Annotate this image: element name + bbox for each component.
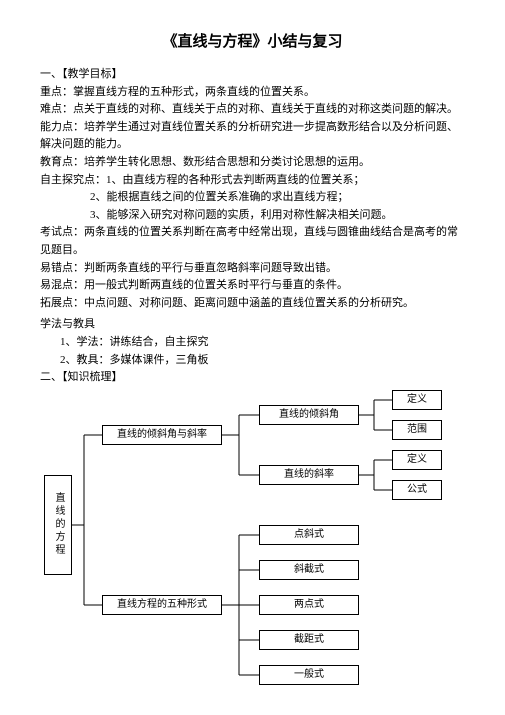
label: 易错点： <box>40 262 84 274</box>
knowledge-tree: 直线的方程 直线的倾斜角与斜率 直线方程的五种形式 直线的倾斜角 直线的斜率 定… <box>44 395 464 685</box>
node-branch1: 直线的倾斜角与斜率 <box>102 425 222 445</box>
section-2-head: 二、【知识梳理】 <box>40 369 465 387</box>
row-yh: 易混点：用一般式判断两直线的位置关系时平行与垂直的条件。 <box>40 277 465 295</box>
row-zz-3: 3、能够深入研究对称问题的实质，利用对称性解决相关问题。 <box>90 207 465 225</box>
node-root: 直线的方程 <box>44 475 72 575</box>
row-jy: 教育点：培养学生转化思想、数形结合思想和分类讨论思想的运用。 <box>40 154 465 172</box>
label: 难点： <box>40 103 73 115</box>
text: 判断两条直线的平行与垂直忽略斜率问题导致出错。 <box>84 262 337 274</box>
row-nd: 难点：点关于直线的对称、直线关于点的对称、直线关于直线的对称这类问题的解决。 <box>40 101 465 119</box>
row-yc: 易错点：判断两条直线的平行与垂直忽略斜率问题导致出错。 <box>40 260 465 278</box>
label: 考试点： <box>40 226 84 238</box>
text: 点关于直线的对称、直线关于点的对称、直线关于直线的对称这类问题的解决。 <box>73 103 458 115</box>
node-f4: 截距式 <box>259 630 359 650</box>
node-branch2: 直线方程的五种形式 <box>102 595 222 615</box>
xf-2: 2、教具：多媒体课件，三角板 <box>60 352 465 370</box>
leaf-gs: 公式 <box>392 480 442 500</box>
text: 用一般式判断两直线的位置关系时平行与垂直的条件。 <box>84 279 348 291</box>
leaf-fw: 范围 <box>392 420 442 440</box>
page-title: 《直线与方程》小结与复习 <box>40 30 465 54</box>
leaf-dy-2: 定义 <box>392 450 442 470</box>
row-nl: 能力点：培养学生通过对直线位置关系的分析研究进一步提高数形结合以及分析问题、解决… <box>40 119 465 154</box>
leaf-dy-1: 定义 <box>392 390 442 410</box>
node-f5: 一般式 <box>259 665 359 685</box>
label: 易混点： <box>40 279 84 291</box>
text: 中点问题、对称问题、距离问题中涵盖的直线位置关系的分析研究。 <box>84 297 414 309</box>
label: 重点： <box>40 86 73 98</box>
text: 掌握直线方程的五种形式，两条直线的位置关系。 <box>73 86 315 98</box>
node-f2: 斜截式 <box>259 560 359 580</box>
label: 能力点： <box>40 121 84 133</box>
row-ks: 考试点：两条直线的位置关系判断在高考中经常出现，直线与圆锥曲线结合是高考的常见题… <box>40 224 465 259</box>
text: 1、由直线方程的各种形式去判断两直线的位置关系； <box>106 174 365 186</box>
xf-head: 学法与教具 <box>40 316 465 334</box>
node-b1a: 直线的倾斜角 <box>259 405 359 425</box>
node-b1b: 直线的斜率 <box>259 465 359 485</box>
section-1-head: 一、【教学目标】 <box>40 66 465 84</box>
row-tz: 拓展点：中点问题、对称问题、距离问题中涵盖的直线位置关系的分析研究。 <box>40 295 465 313</box>
text: 两条直线的位置关系判断在高考中经常出现，直线与圆锥曲线结合是高考的常见题目。 <box>40 226 458 256</box>
node-f3: 两点式 <box>259 595 359 615</box>
label: 拓展点： <box>40 297 84 309</box>
text: 培养学生转化思想、数形结合思想和分类讨论思想的运用。 <box>84 156 370 168</box>
label: 自主探究点： <box>40 174 106 186</box>
node-f1: 点斜式 <box>259 525 359 545</box>
xf-1: 1、学法：讲练结合，自主探究 <box>60 334 465 352</box>
text: 培养学生通过对直线位置关系的分析研究进一步提高数形结合以及分析问题、解决问题的能… <box>40 121 458 151</box>
row-zd: 重点：掌握直线方程的五种形式，两条直线的位置关系。 <box>40 84 465 102</box>
row-zz-2: 2、能根据直线之间的位置关系准确的求出直线方程； <box>90 189 465 207</box>
row-zz: 自主探究点：1、由直线方程的各种形式去判断两直线的位置关系； <box>40 172 465 190</box>
label: 教育点： <box>40 156 84 168</box>
